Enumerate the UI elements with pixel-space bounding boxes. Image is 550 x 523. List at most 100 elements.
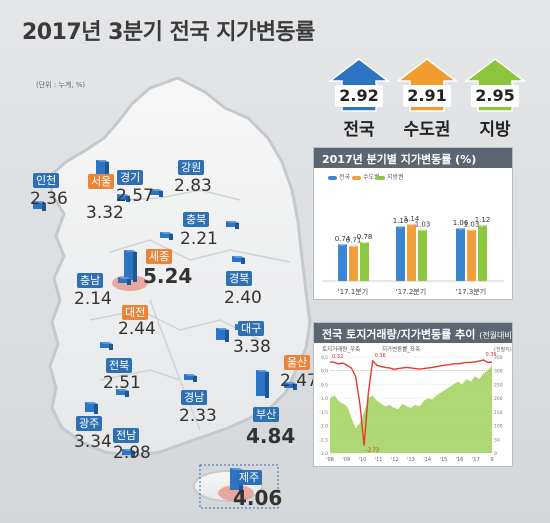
category-label: '17.1분기 <box>338 287 368 296</box>
trend-subtitle: (전월대비) <box>479 331 512 340</box>
x-tick: '15 <box>440 457 448 463</box>
bar-value-label: 1.03 <box>415 221 431 229</box>
region-name-1: 서울 <box>88 174 115 189</box>
region-name-3: 강원 <box>178 160 205 175</box>
annotation-label: 0.36 <box>375 353 386 359</box>
region-value-12: 2.33 <box>179 406 217 426</box>
x-tick: '11 <box>375 457 383 463</box>
summary-arrow-value: 2.92 <box>339 86 379 105</box>
region-value-14: 3.34 <box>74 432 112 452</box>
annotation-label: 0.32 <box>332 354 343 360</box>
trend-chart-panel: 전국 토지거래량/지가변동률 추이 (전월대비) 토지거래량_우축 지가변동률_좌… <box>313 322 513 467</box>
up-arrow-icon <box>395 58 459 112</box>
bar-value-label: 0.78 <box>357 233 373 241</box>
quarterly-chart-panel: 2017년 분기별 지가변동률 (%) 전국 수도권 지방권 0.74 0.71 0.7… <box>313 147 513 300</box>
map-column-5 <box>33 201 46 211</box>
map-column-16 <box>122 449 135 457</box>
bar-value-label: 1.12 <box>475 216 491 224</box>
region-name-14: 광주 <box>76 416 103 431</box>
annotation-label: 0.39 <box>485 352 496 358</box>
y-right-tick: 150 <box>494 410 503 416</box>
annotation-label: -2.73 <box>366 448 379 454</box>
region-value-9: 3.38 <box>233 337 271 357</box>
map-column-17 <box>284 382 297 390</box>
map-column-6 <box>117 194 130 202</box>
y-left-tick: -2.5 <box>319 437 328 443</box>
x-tick: '09 <box>342 457 350 463</box>
trend-legend-item: 토지거래량_우축 <box>322 345 360 353</box>
y-right-tick: 100 <box>494 424 503 430</box>
region-name-6: 충남 <box>77 273 104 288</box>
y-left-tick: -1.5 <box>319 410 328 416</box>
map-column-13 <box>232 256 245 264</box>
region-name-15: 전남 <box>113 428 140 443</box>
x-tick: '12 <box>391 457 399 463</box>
map-column-15 <box>100 342 113 350</box>
quarterly-chart-title: 2017년 분기별 지가변동률 (%) <box>314 148 512 168</box>
bar-1-1 <box>407 222 416 281</box>
x-tick: '16 <box>456 457 464 463</box>
y-left-tick: -0.5 <box>319 382 328 388</box>
y-left-tick: -2.0 <box>319 424 328 430</box>
region-value-2: 2.57 <box>116 186 154 206</box>
y-left-tick: 0.5 <box>321 355 328 361</box>
legend-item: 전국 <box>328 172 350 181</box>
region-name-2: 경기 <box>117 170 144 185</box>
y-right-tick: 200 <box>494 396 503 402</box>
map-column-18 <box>226 221 239 229</box>
summary-arrow-label: 지방 <box>479 120 511 140</box>
bar-value-label: 1.10 <box>393 217 409 225</box>
region-name-10: 전북 <box>106 358 133 373</box>
bar-1-2 <box>418 228 427 281</box>
bar-value-label: 1.03 <box>464 221 480 229</box>
bar-value-label: 0.71 <box>346 237 362 245</box>
y-right-tick: 350 <box>494 355 503 361</box>
bar-0-0 <box>338 242 347 281</box>
summary-arrow-0: 2.92 <box>327 57 391 117</box>
region-name-9: 대구 <box>238 321 265 336</box>
region-name-11: 울산 <box>284 355 311 370</box>
legend-item: 수도권 <box>352 172 380 181</box>
summary-arrow-label: 수도권 <box>403 120 451 140</box>
y-right-tick: 300 <box>494 369 503 375</box>
region-value-13: 4.84 <box>246 424 296 448</box>
bar-value-label: 1.14 <box>404 215 420 223</box>
region-borders <box>89 189 291 431</box>
map-column-12 <box>184 374 197 382</box>
region-value-8: 2.44 <box>118 319 156 339</box>
region-name-7: 경북 <box>226 271 253 286</box>
summary-arrow-label: 전국 <box>343 120 375 140</box>
region-name-0: 인천 <box>33 173 60 188</box>
y-left-tick: -3.0 <box>319 451 328 457</box>
region-value-11: 2.47 <box>280 371 318 391</box>
unit-note: (단위 : 누계, %) <box>36 81 86 89</box>
map-column-8 <box>160 232 173 240</box>
trend-chart-title: 전국 토지거래량/지가변동률 추이 (전월대비) <box>314 323 512 343</box>
map-column-3 <box>256 370 269 398</box>
right-axis-unit: (천필지) <box>494 346 512 353</box>
map-column-11 <box>116 389 129 397</box>
bar-value-label: 1.06 <box>453 219 469 227</box>
x-tick: '13 <box>407 457 415 463</box>
region-value-4: 2.21 <box>180 229 218 249</box>
y-right-tick: 50 <box>494 437 500 443</box>
summary-arrow-value: 2.91 <box>407 86 447 105</box>
bar-0-1 <box>349 244 358 281</box>
region-value-10: 2.51 <box>103 373 141 393</box>
trend-line-chart: 토지거래량_우축 지가변동률_좌축 (천필지) 0.5 0.0 -0.5 -1.0 -1.5 -… <box>319 345 512 463</box>
y-right-tick: 250 <box>494 382 503 388</box>
map-column-2 <box>216 328 229 342</box>
x-tick: '17 <box>472 457 480 463</box>
region-name-16: 제주 <box>236 470 263 485</box>
bar-2-2 <box>478 223 487 281</box>
x-tick: '14 <box>423 457 431 463</box>
bar-2-1 <box>467 228 476 281</box>
x-tick: '08 <box>326 457 334 463</box>
price-change-line <box>329 359 493 446</box>
region-value-15: 2.98 <box>113 443 151 463</box>
map-column-7 <box>150 189 163 197</box>
summary-arrow-value: 2.95 <box>475 86 515 105</box>
map-column-9 <box>118 277 131 285</box>
category-label: '17.2분기 <box>396 287 426 296</box>
y-right-tick: 0 <box>494 451 497 457</box>
